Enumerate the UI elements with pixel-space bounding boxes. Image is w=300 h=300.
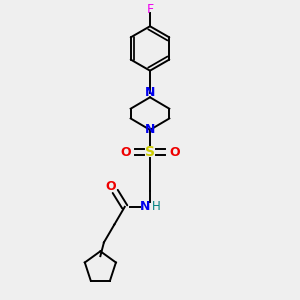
Text: O: O [169, 146, 180, 159]
Text: N: N [145, 86, 155, 99]
Text: F: F [146, 3, 154, 16]
Text: O: O [106, 180, 116, 193]
Text: O: O [120, 146, 130, 159]
Text: S: S [145, 145, 155, 159]
Text: N: N [145, 123, 155, 136]
Text: N: N [140, 200, 151, 213]
Text: H: H [152, 200, 161, 213]
